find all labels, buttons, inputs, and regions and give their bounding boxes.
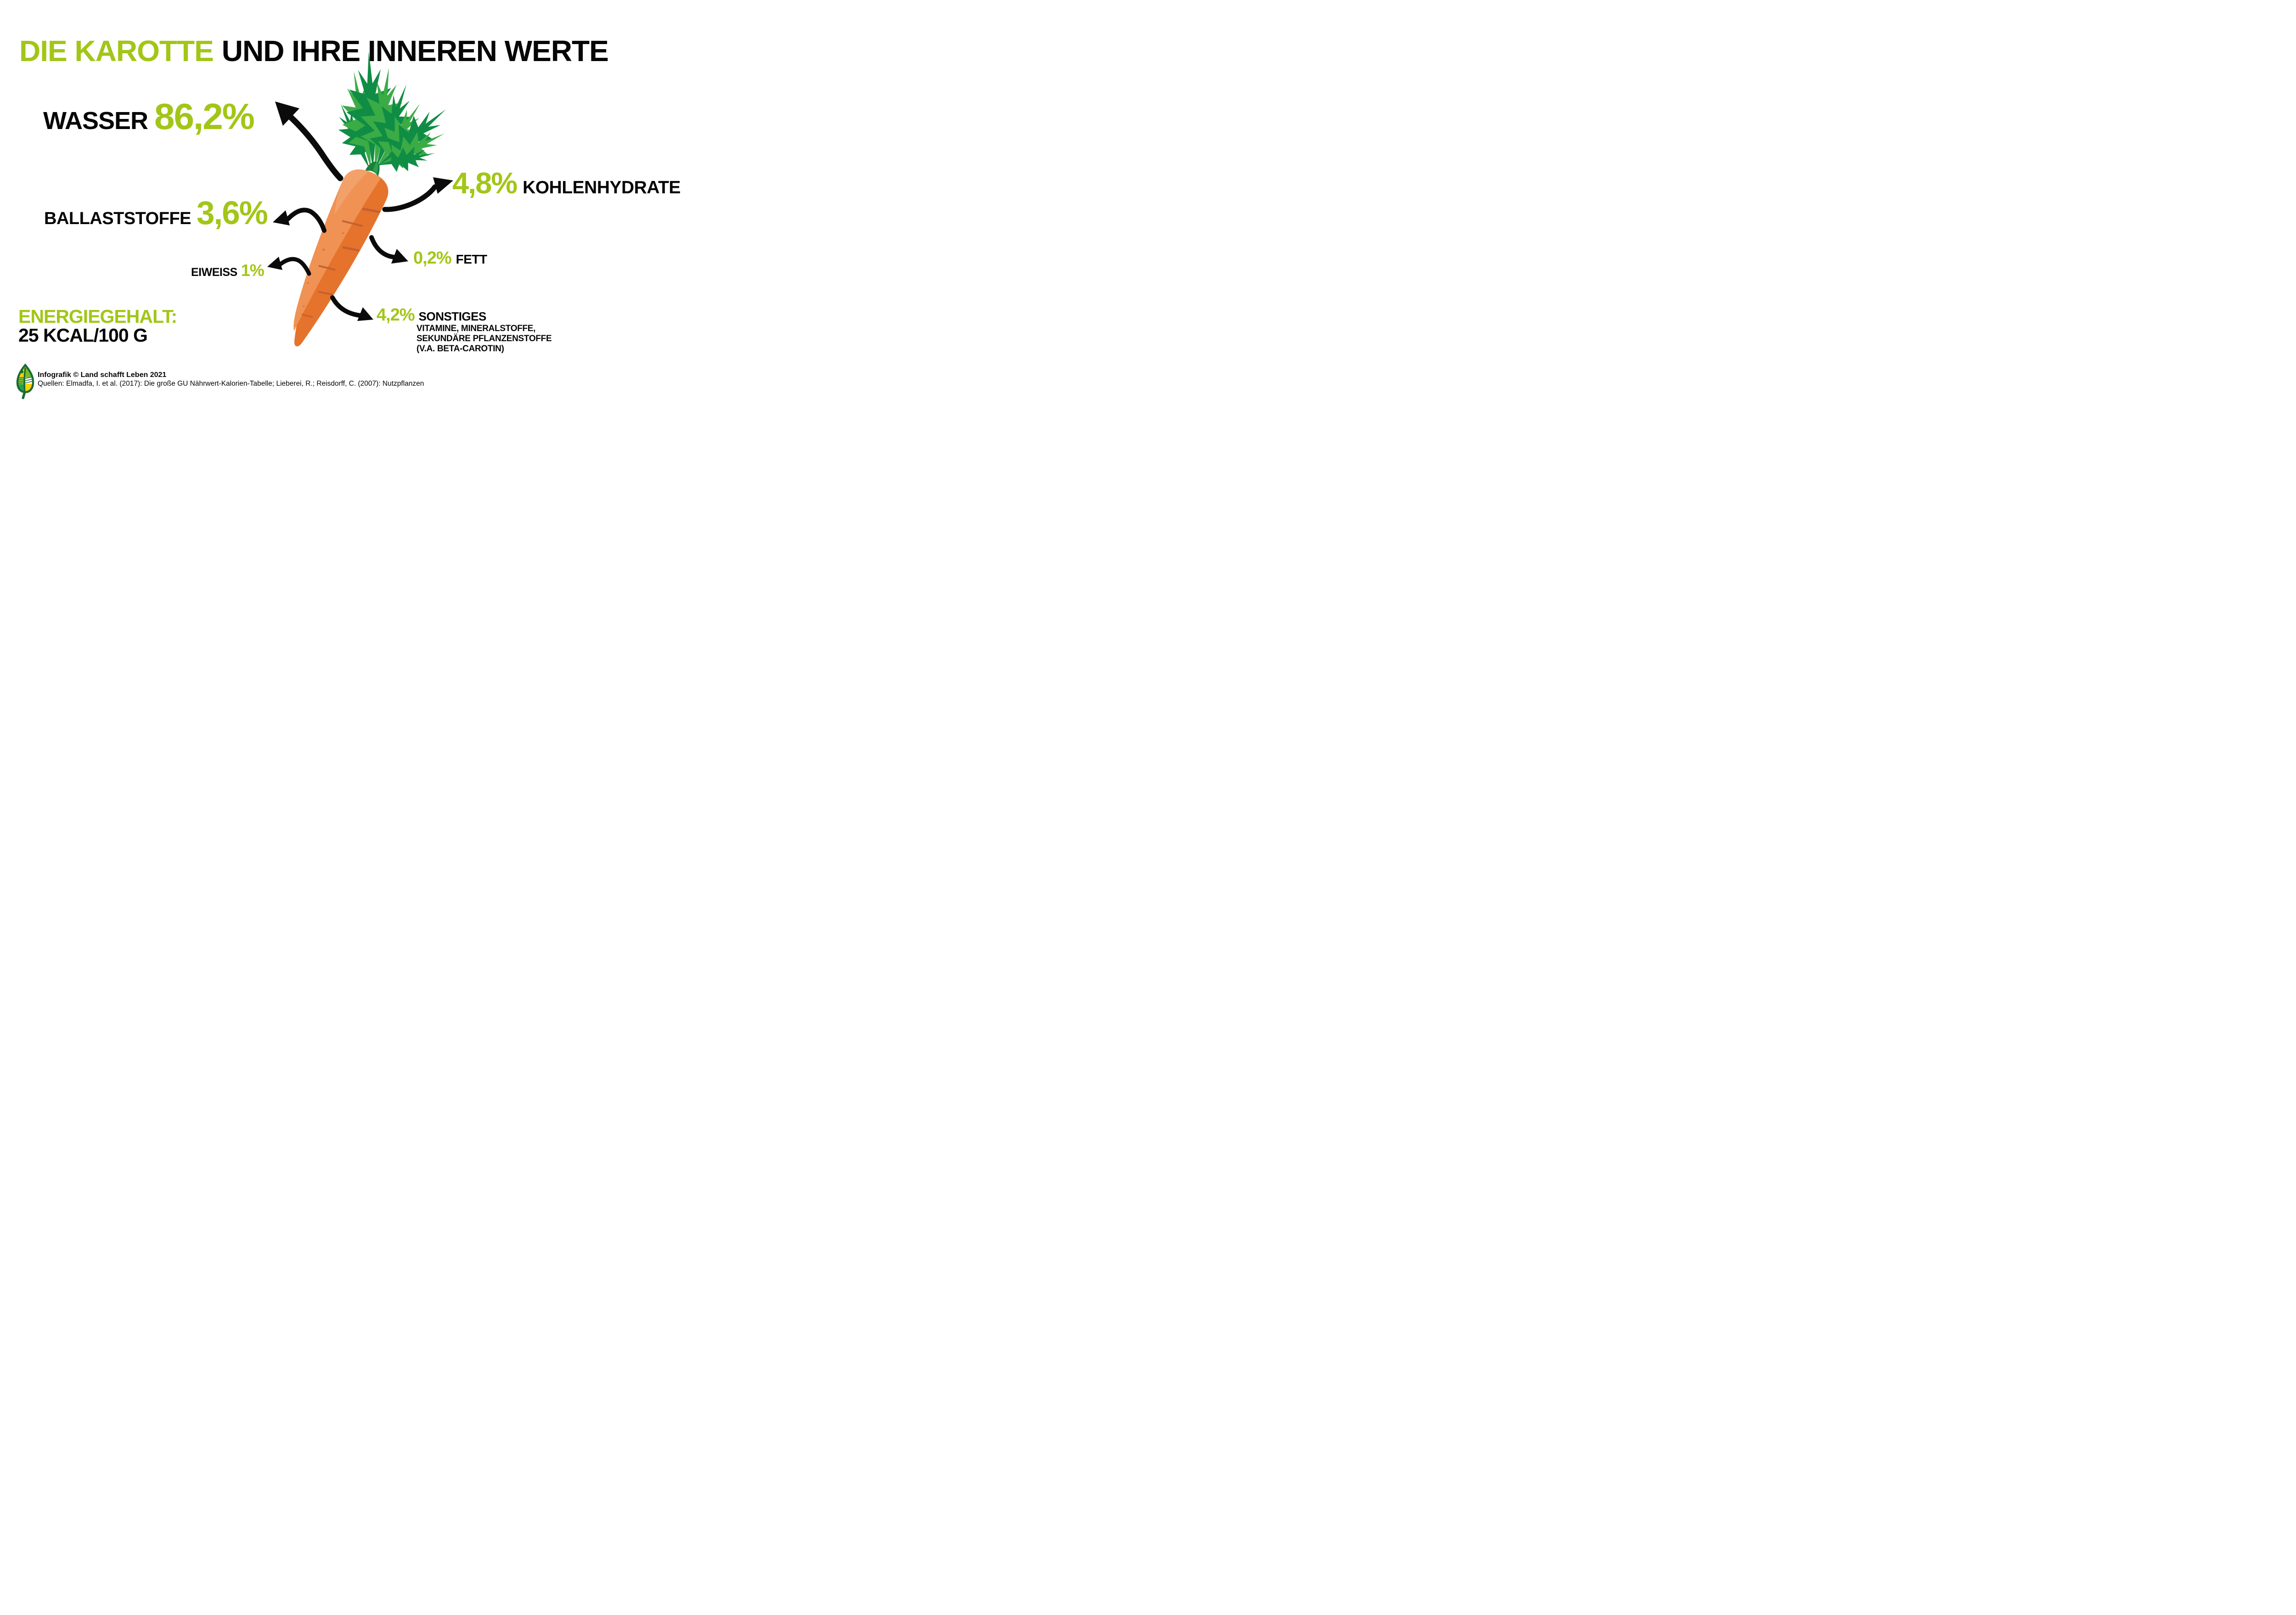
- eiweiss-label: EIWEISS: [191, 266, 237, 279]
- fett-arrow-icon: [369, 235, 408, 264]
- wasser-value: 86,2%: [154, 96, 255, 137]
- carrot-illustration: [267, 50, 458, 347]
- carrot-root-icon: [293, 161, 388, 347]
- page-title: DIE KAROTTE UND IHRE INNEREN WERTE: [19, 34, 609, 68]
- wasser-label: WASSER: [43, 107, 148, 135]
- page-title-rest: UND IHRE INNEREN WERTE: [221, 34, 609, 68]
- sonstiges-label-row: 4,2% SONSTIGES: [377, 306, 486, 324]
- eiweiss-arrow-icon: [267, 257, 311, 276]
- carrot-greens-icon: [327, 50, 458, 182]
- footer-credit: Infografik © Land schafft Leben 2021: [38, 371, 167, 379]
- ballaststoffe-label: BALLASTSTOFFE: [44, 209, 191, 228]
- kohlenhydrate-value: 4,8%: [452, 166, 518, 200]
- energy-block: ENERGIEGEHALT: 25 KCAL/100 G: [18, 307, 177, 345]
- energy-label: ENERGIEGEHALT:: [18, 306, 177, 327]
- kohlenhydrate-arrow-icon: [382, 177, 453, 212]
- page-title-highlight: DIE KAROTTE: [19, 34, 214, 68]
- ballaststoffe-value: 3,6%: [197, 195, 268, 231]
- wasser-label-row: WASSER 86,2%: [43, 96, 255, 137]
- footer-sources: Quellen: Elmadfa, I. et al. (2017): Die …: [38, 380, 424, 388]
- kohlenhydrate-label-row: 4,8% KOHLENHYDRATE: [452, 168, 681, 198]
- arrow-group: [267, 101, 453, 321]
- ballaststoffe-label-row: BALLASTSTOFFE 3,6%: [44, 195, 268, 231]
- sonstiges-arrow-icon: [330, 295, 373, 321]
- fett-value: 0,2%: [413, 248, 452, 268]
- eiweiss-label-row: EIWEISS 1%: [191, 262, 264, 279]
- ballaststoffe-arrow-icon: [273, 208, 326, 233]
- energy-value: 25 KCAL/100 G: [18, 325, 148, 346]
- eiweiss-value: 1%: [241, 261, 264, 280]
- sonstiges-details: VITAMINE, MINERALSTOFFE, SEKUNDÄRE PFLAN…: [416, 324, 552, 354]
- sonstiges-detail-line: SEKUNDÄRE PFLANZENSTOFFE: [416, 334, 552, 343]
- sonstiges-detail-line: (V.A. BETA-CAROTIN): [416, 344, 504, 354]
- land-schafft-leben-leaf-logo: [16, 364, 34, 400]
- infographic-canvas: DIE KAROTTE UND IHRE INNEREN WERTE WASSER…: [0, 0, 717, 404]
- wasser-arrow-icon: [275, 101, 343, 181]
- sonstiges-value: 4,2%: [377, 305, 415, 325]
- sonstiges-detail-line: VITAMINE, MINERALSTOFFE,: [416, 324, 536, 333]
- sonstiges-label: SONSTIGES: [418, 309, 487, 323]
- fett-label: FETT: [456, 252, 488, 266]
- kohlenhydrate-label: KOHLENHYDRATE: [523, 178, 681, 197]
- fett-label-row: 0,2% FETT: [413, 249, 487, 267]
